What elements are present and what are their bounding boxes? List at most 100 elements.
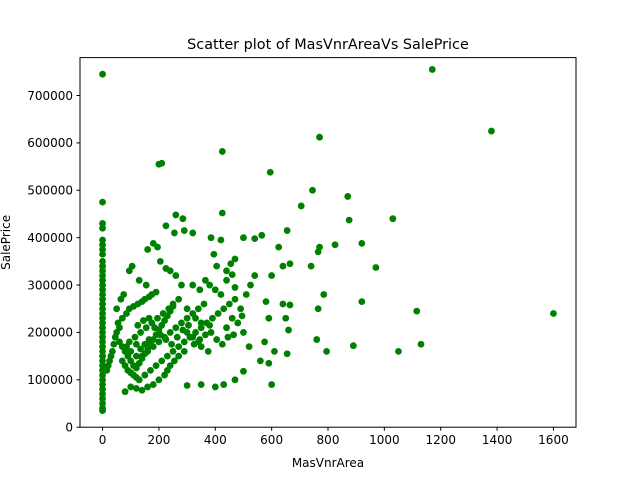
scatter-point [161, 371, 168, 379]
scatter-point [283, 350, 291, 358]
scatter-point [144, 246, 152, 253]
scatter-point [99, 390, 106, 398]
scatter-point [99, 314, 106, 322]
scatter-point [223, 267, 230, 275]
scatter-point [197, 319, 205, 327]
scatter-point [144, 347, 152, 355]
scatter-point [185, 321, 192, 329]
x-tick-label: 1400 [482, 433, 513, 447]
scatter-point [271, 347, 278, 355]
scatter-point [261, 338, 268, 346]
scatter-point [207, 234, 215, 242]
scatter-point [209, 314, 216, 322]
scatter-point [99, 236, 106, 244]
scatter-point [99, 276, 106, 284]
scatter-point [200, 300, 208, 308]
scatter-point [211, 286, 219, 294]
scatter-point [117, 295, 125, 303]
y-tick-label: 500000 [27, 184, 73, 198]
x-axis-label: MasVnrArea [292, 456, 364, 470]
scatter-point [217, 291, 225, 298]
scatter-point [313, 336, 321, 343]
scatter-point [218, 209, 226, 217]
scatter-point [220, 305, 228, 313]
scatter-point [247, 281, 254, 289]
scatter-point [372, 264, 380, 271]
scatter-point [240, 367, 247, 375]
y-tick-label: 100000 [27, 373, 73, 387]
scatter-point [213, 262, 221, 270]
scatter-point [99, 257, 106, 265]
scatter-point [228, 271, 236, 279]
scatter-point [99, 343, 106, 351]
scatter-point [99, 324, 106, 332]
scatter-point [149, 381, 157, 388]
scatter-point [323, 347, 330, 355]
scatter-point [358, 298, 366, 306]
scatter-point [131, 333, 139, 341]
scatter-point [110, 340, 118, 348]
scatter-point [168, 340, 175, 348]
scatter-point [127, 347, 135, 355]
scatter-point [99, 272, 106, 279]
chart-title: Scatter plot of MasVnrAreaVs SalePrice [187, 37, 469, 53]
scatter-point [141, 371, 149, 379]
scatter-point [99, 305, 106, 313]
scatter-point [349, 342, 357, 350]
scatter-point [172, 272, 180, 279]
scatter-point [192, 329, 199, 336]
scatter-point [220, 381, 228, 388]
scatter-point [183, 314, 191, 322]
x-tick-label: 1600 [538, 433, 569, 447]
scatter-point [202, 331, 209, 339]
scatter-point [224, 333, 232, 341]
scatter-point [171, 229, 178, 237]
scatter-point [178, 319, 185, 327]
scatter-point [99, 385, 106, 393]
scatter-point [127, 383, 135, 391]
scatter-point [175, 352, 183, 360]
scatter-point [282, 314, 290, 322]
scatter-point [99, 241, 106, 249]
scatter-point [138, 386, 146, 394]
scatter-point [155, 376, 163, 384]
scatter-point [152, 362, 160, 369]
scatter-point [99, 224, 106, 232]
scatter-point [137, 329, 144, 336]
scatter-point [99, 295, 106, 303]
scatter-point [196, 286, 204, 294]
scatter-point [103, 366, 111, 374]
scatter-point [488, 127, 495, 135]
scatter-point [251, 272, 259, 279]
y-axis-label: SalePrice [0, 215, 13, 270]
scatter-point [237, 305, 245, 313]
scatter-point [242, 291, 250, 298]
scatter-point [156, 331, 164, 339]
scatter-point [142, 281, 150, 289]
scatter-point [245, 343, 253, 351]
scatter-point [223, 276, 230, 284]
scatter-point [413, 307, 421, 315]
scatter-point [142, 324, 150, 332]
scatter-point [99, 246, 106, 253]
scatter-point [171, 357, 178, 365]
scatter-point [99, 347, 106, 355]
scatter-point [99, 381, 106, 388]
scatter-point [285, 326, 292, 334]
scatter-point [180, 338, 188, 346]
scatter-point [99, 371, 106, 379]
scatter-point [99, 267, 106, 275]
scatter-point [99, 333, 106, 341]
scatter-point [145, 314, 153, 322]
scatter-point [197, 381, 205, 388]
scatter-point [231, 295, 239, 303]
scatter-point [344, 193, 352, 200]
scatter-point [275, 243, 283, 251]
scatter-point [268, 272, 276, 279]
scatter-point [279, 262, 287, 270]
scatter-point [158, 357, 166, 365]
scatter-point [118, 314, 126, 322]
scatter-point [135, 276, 143, 284]
scatter-point [265, 359, 273, 367]
scatter-point [395, 347, 402, 355]
